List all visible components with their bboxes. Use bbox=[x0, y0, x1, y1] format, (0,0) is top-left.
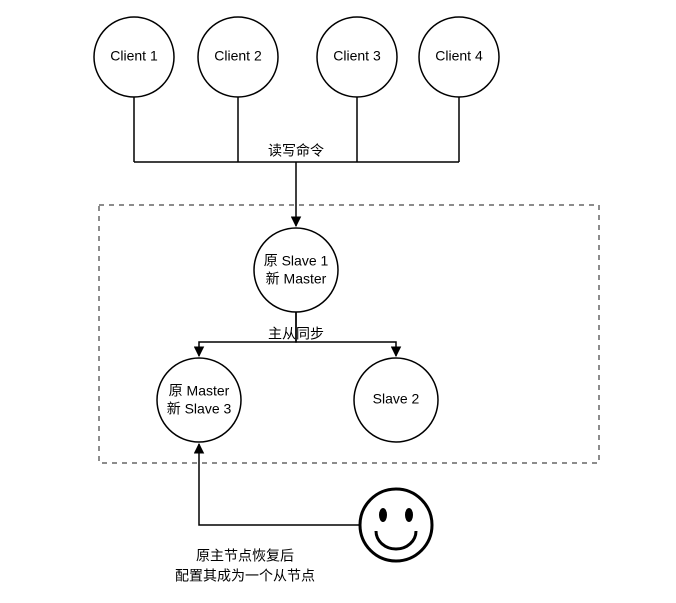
slave3-line2: 新 Slave 3 bbox=[167, 401, 232, 417]
slave3-line1: 原 Master bbox=[169, 383, 230, 399]
node-client3: Client 3 bbox=[317, 17, 397, 97]
node-slave2: Slave 2 bbox=[354, 358, 438, 442]
client2-label: Client 2 bbox=[214, 48, 262, 64]
master-line1: 原 Slave 1 bbox=[264, 253, 329, 269]
master-line2: 新 Master bbox=[266, 271, 327, 287]
label-rw-cmd: 读写命令 bbox=[268, 143, 324, 159]
label-recover1: 原主节点恢复后 bbox=[196, 548, 294, 564]
client1-label: Client 1 bbox=[110, 48, 158, 64]
smiley-mouth bbox=[376, 531, 416, 549]
smiley-eye-left bbox=[379, 508, 387, 522]
client3-label: Client 3 bbox=[333, 48, 381, 64]
edge-smiley-slave3 bbox=[199, 444, 360, 525]
label-recover2: 配置其成为一个从节点 bbox=[175, 568, 315, 584]
slave2-label: Slave 2 bbox=[373, 391, 420, 407]
node-client4: Client 4 bbox=[419, 17, 499, 97]
node-client1: Client 1 bbox=[94, 17, 174, 97]
smiley-icon bbox=[360, 489, 432, 561]
node-slave3: 原 Master 新 Slave 3 bbox=[157, 358, 241, 442]
label-sync: 主从同步 bbox=[268, 326, 324, 342]
client4-label: Client 4 bbox=[435, 48, 483, 64]
node-client2: Client 2 bbox=[198, 17, 278, 97]
node-master: 原 Slave 1 新 Master bbox=[254, 228, 338, 312]
smiley-eye-right bbox=[405, 508, 413, 522]
